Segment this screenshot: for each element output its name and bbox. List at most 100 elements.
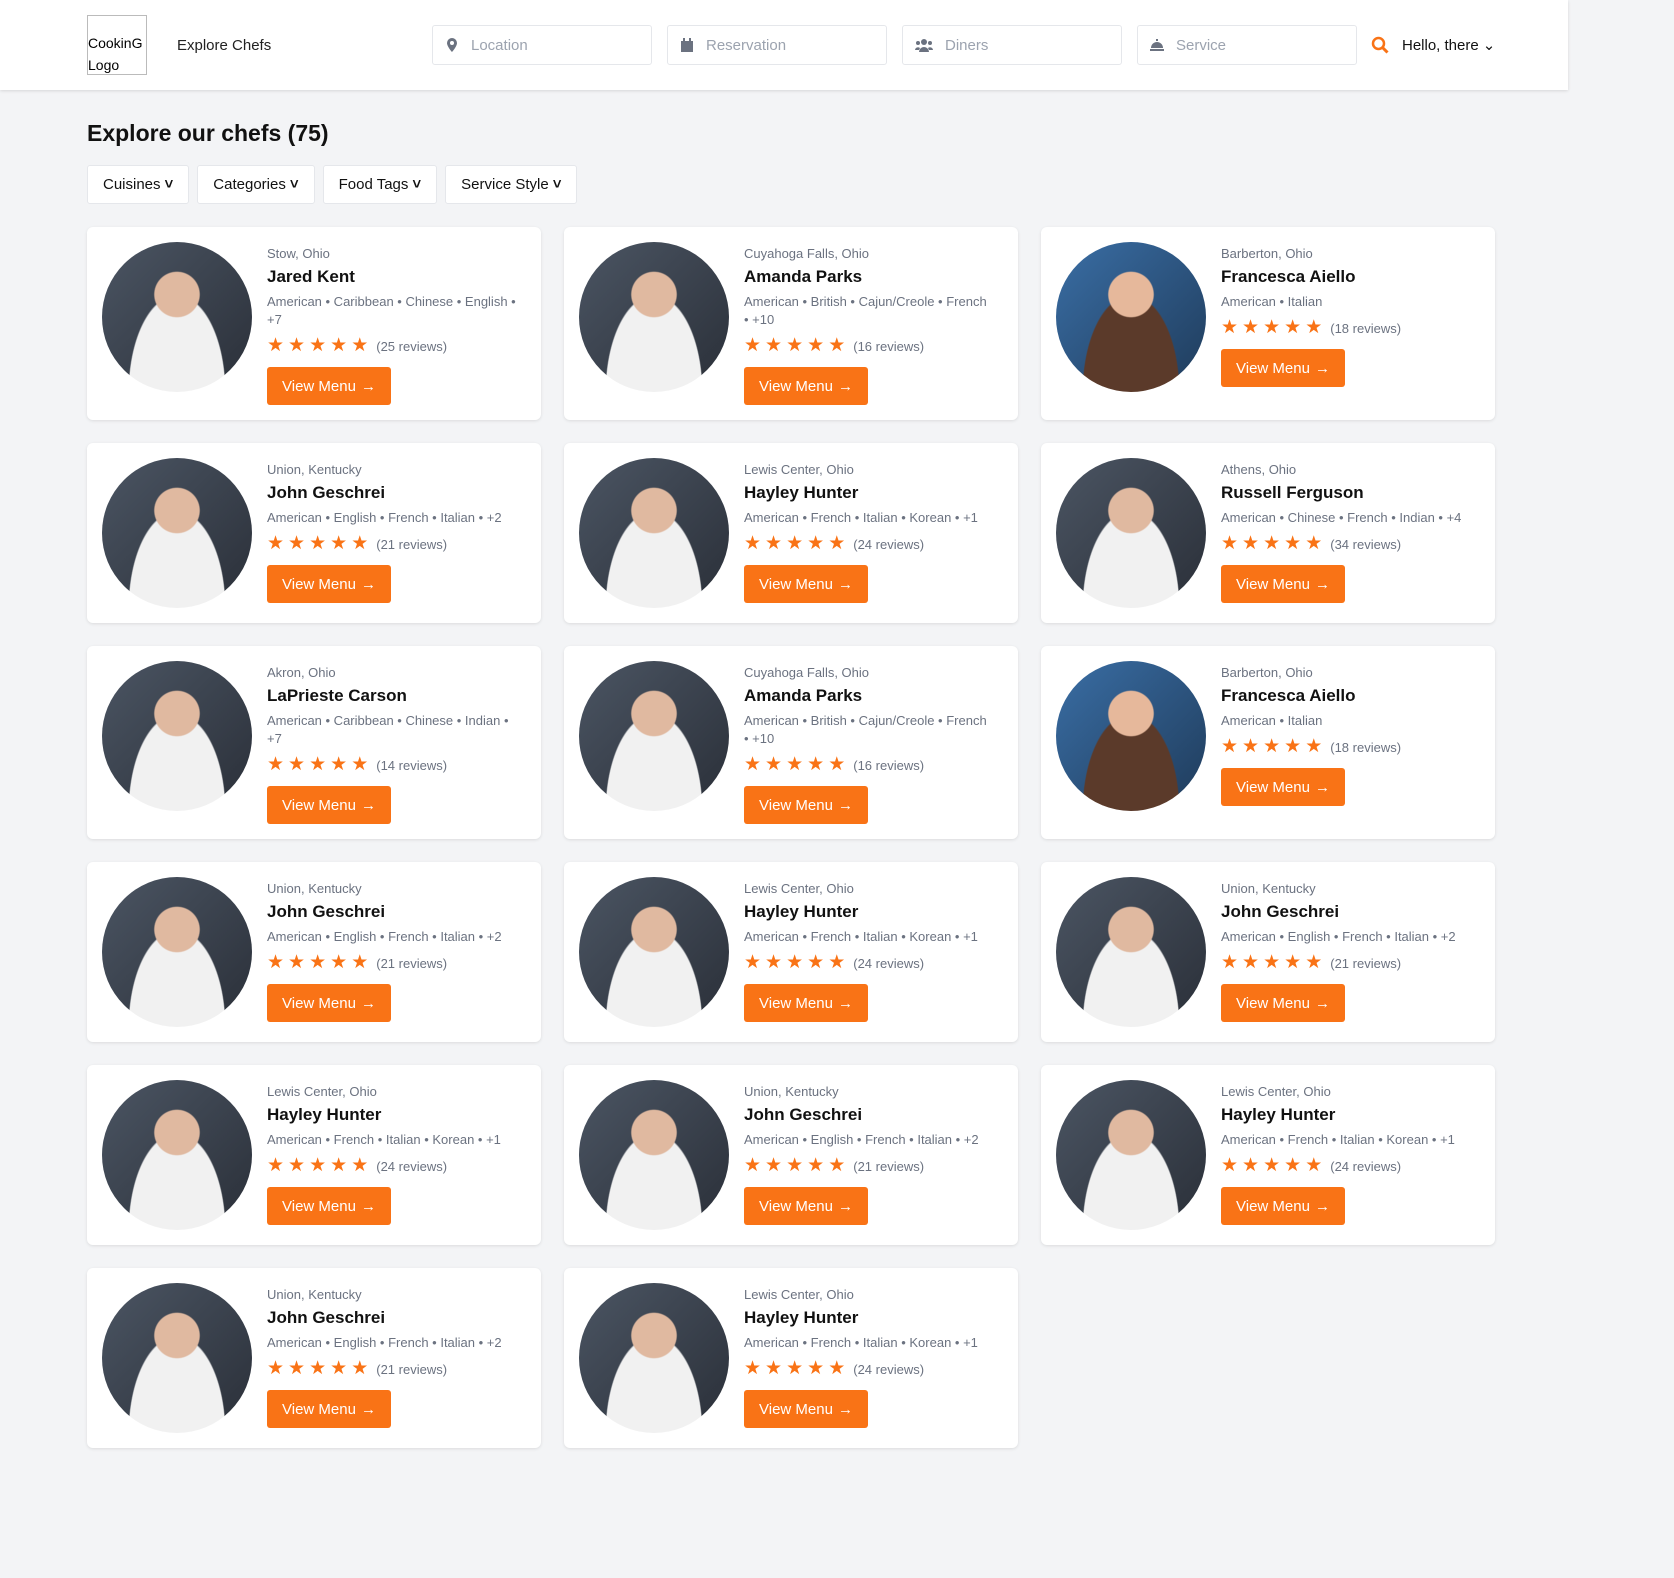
nav-explore-chefs[interactable]: Explore Chefs — [177, 37, 272, 54]
arrow-right-icon: → — [837, 994, 853, 1012]
diners-field[interactable]: Diners — [902, 25, 1122, 65]
chef-location: Lewis Center, Ohio — [744, 462, 854, 477]
chef-name[interactable]: John Geschrei — [744, 1105, 863, 1124]
chef-avatar[interactable] — [1056, 458, 1206, 608]
chef-rating: ★ ★ ★ ★ ★ (24 reviews) — [744, 534, 978, 553]
view-menu-button[interactable]: View Menu → — [1221, 984, 1345, 1022]
chef-name[interactable]: Jared Kent — [267, 267, 355, 286]
review-count: (21 reviews) — [376, 536, 448, 552]
arrow-right-icon: → — [360, 1400, 376, 1418]
chef-avatar[interactable] — [1056, 1080, 1206, 1230]
chef-avatar[interactable] — [579, 661, 729, 811]
filter-cuisines[interactable]: Cuisines ˅ — [87, 165, 190, 204]
chef-avatar[interactable] — [579, 1283, 729, 1433]
star-icon: ★ — [1305, 1155, 1323, 1176]
view-menu-button[interactable]: View Menu → — [744, 1390, 868, 1428]
chef-grid: Stow, Ohio Jared Kent American • Caribbe… — [87, 227, 1495, 1448]
chef-location: Lewis Center, Ohio — [1221, 1084, 1331, 1099]
chef-avatar[interactable] — [102, 458, 252, 608]
button-label: View Menu — [759, 796, 833, 814]
search-icon[interactable] — [1371, 36, 1389, 54]
chef-name[interactable]: Francesca Aiello — [1221, 686, 1356, 705]
arrow-right-icon: → — [1314, 994, 1330, 1012]
view-menu-button[interactable]: View Menu → — [267, 1390, 391, 1428]
view-menu-button[interactable]: View Menu → — [744, 367, 868, 405]
view-menu-button[interactable]: View Menu → — [267, 1187, 391, 1225]
chef-name[interactable]: Hayley Hunter — [744, 902, 859, 921]
view-menu-button[interactable]: View Menu → — [267, 565, 391, 603]
chef-rating: ★ ★ ★ ★ ★ (24 reviews) — [1221, 1155, 1455, 1176]
star-icon: ★ — [744, 1358, 762, 1379]
chef-name[interactable]: John Geschrei — [267, 902, 386, 921]
chef-avatar[interactable] — [579, 242, 729, 392]
view-menu-button[interactable]: View Menu → — [1221, 565, 1345, 603]
chef-name[interactable]: John Geschrei — [267, 483, 386, 502]
filter-service-style[interactable]: Service Style ˅ — [445, 165, 578, 204]
filter-categories[interactable]: Categories ˅ — [197, 165, 315, 204]
view-menu-button[interactable]: View Menu → — [1221, 768, 1345, 806]
chevron-down-icon: ˅ — [552, 176, 562, 193]
star-icon: ★ — [1284, 533, 1302, 554]
chef-avatar[interactable] — [102, 877, 252, 1027]
chef-rating: ★ ★ ★ ★ ★ (34 reviews) — [1221, 533, 1461, 554]
view-menu-button[interactable]: View Menu → — [744, 984, 868, 1022]
chef-rating: ★ ★ ★ ★ ★ (21 reviews) — [1221, 953, 1456, 972]
chef-avatar[interactable] — [579, 877, 729, 1027]
chef-avatar[interactable] — [102, 242, 252, 392]
chef-avatar[interactable] — [1056, 877, 1206, 1027]
chef-name[interactable]: Amanda Parks — [744, 267, 863, 286]
reservation-placeholder: Reservation — [706, 36, 787, 54]
chef-name[interactable]: Hayley Hunter — [1221, 1105, 1336, 1124]
chef-rating: ★ ★ ★ ★ ★ (18 reviews) — [1221, 318, 1401, 337]
view-menu-button[interactable]: View Menu → — [1221, 349, 1345, 387]
chef-name[interactable]: Russell Ferguson — [1221, 483, 1364, 502]
chef-name[interactable]: Hayley Hunter — [744, 1308, 859, 1327]
view-menu-button[interactable]: View Menu → — [267, 786, 391, 824]
chef-name[interactable]: Hayley Hunter — [744, 483, 859, 502]
chef-name[interactable]: Hayley Hunter — [267, 1105, 382, 1124]
button-label: View Menu — [1236, 575, 1310, 593]
star-icon: ★ — [744, 952, 762, 973]
filter-food-tags[interactable]: Food Tags ˅ — [322, 165, 438, 204]
chef-avatar[interactable] — [102, 661, 252, 811]
button-label: View Menu — [759, 377, 833, 395]
chef-avatar[interactable] — [1056, 242, 1206, 392]
view-menu-button[interactable]: View Menu → — [1221, 1187, 1345, 1225]
chef-avatar[interactable] — [579, 1080, 729, 1230]
star-icon: ★ — [288, 952, 306, 973]
chef-name[interactable]: Francesca Aiello — [1221, 267, 1356, 286]
review-count: (14 reviews) — [376, 757, 448, 773]
star-icon: ★ — [828, 952, 846, 973]
chef-rating: ★ ★ ★ ★ ★ (18 reviews) — [1221, 736, 1401, 757]
view-menu-button[interactable]: View Menu → — [744, 786, 868, 824]
chef-avatar[interactable] — [1056, 661, 1206, 811]
chef-location: Union, Kentucky — [267, 462, 362, 477]
logo[interactable]: CookinG Logo — [87, 15, 147, 75]
chef-avatar[interactable] — [102, 1080, 252, 1230]
cloche-icon — [1150, 39, 1164, 51]
star-icon: ★ — [765, 335, 783, 356]
chef-name[interactable]: Amanda Parks — [744, 686, 863, 705]
chef-card: Barberton, Ohio Francesca Aiello America… — [1041, 646, 1495, 839]
location-placeholder: Location — [471, 36, 528, 54]
reservation-field[interactable]: Reservation — [667, 25, 887, 65]
view-menu-button[interactable]: View Menu → — [744, 1187, 868, 1225]
chef-name[interactable]: John Geschrei — [267, 1308, 386, 1327]
chef-name[interactable]: John Geschrei — [1221, 902, 1340, 921]
view-menu-button[interactable]: View Menu → — [744, 565, 868, 603]
view-menu-button[interactable]: View Menu → — [267, 984, 391, 1022]
service-field[interactable]: Service — [1137, 25, 1357, 65]
star-icon: ★ — [309, 533, 327, 554]
chef-avatar[interactable] — [579, 458, 729, 608]
chef-name[interactable]: LaPrieste Carson — [267, 686, 407, 705]
star-icon: ★ — [267, 335, 285, 356]
star-icon: ★ — [1284, 736, 1302, 757]
location-field[interactable]: Location — [432, 25, 652, 65]
chef-cuisines: American • French • Italian • Korean • +… — [744, 510, 978, 525]
view-menu-button[interactable]: View Menu → — [267, 367, 391, 405]
chef-location: Athens, Ohio — [1221, 462, 1297, 477]
user-menu[interactable]: Hello, there ⌄ — [1402, 36, 1495, 55]
chef-rating: ★ ★ ★ ★ ★ (21 reviews) — [744, 1156, 979, 1175]
chef-avatar[interactable] — [102, 1283, 252, 1433]
button-label: View Menu — [1236, 359, 1310, 377]
